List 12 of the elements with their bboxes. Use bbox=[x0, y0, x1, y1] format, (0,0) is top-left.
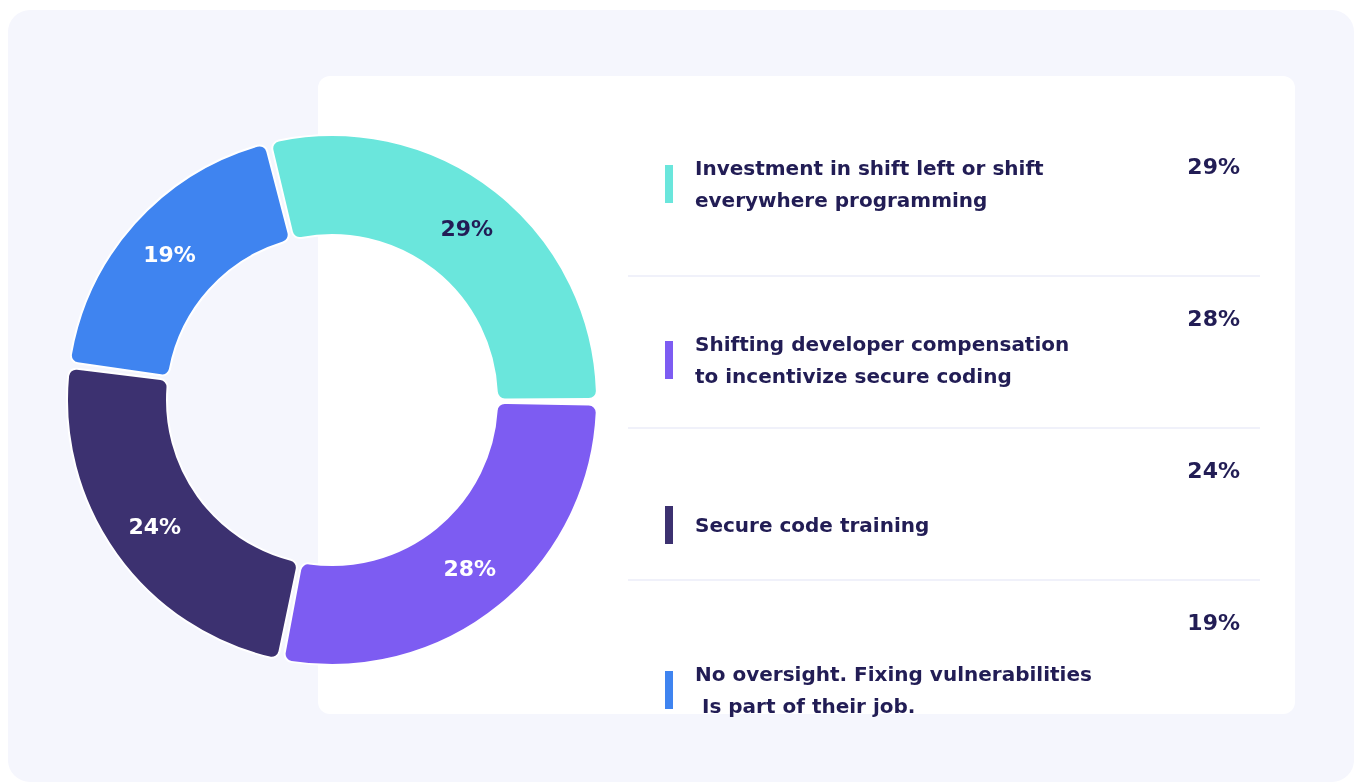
text: 24% bbox=[1187, 457, 1241, 483]
data-label: 28% bbox=[443, 556, 497, 582]
text: 28% bbox=[1187, 305, 1241, 331]
data-label: 24% bbox=[128, 514, 182, 540]
data-label: 19% bbox=[143, 242, 196, 268]
text: 19% bbox=[1187, 609, 1241, 635]
text: 29% bbox=[1187, 153, 1241, 179]
legend-label: Investment in shift left or shift everywhere programming bbox=[695, 156, 1051, 212]
legend-label: No oversight. Fixing vulnerabilities Is part of their job. bbox=[695, 662, 1092, 718]
legend-label: Shifting developer compensation to incentivize secure coding bbox=[695, 332, 1077, 388]
data-label: 29% bbox=[440, 216, 494, 242]
legend-label: Secure code training bbox=[695, 513, 930, 537]
